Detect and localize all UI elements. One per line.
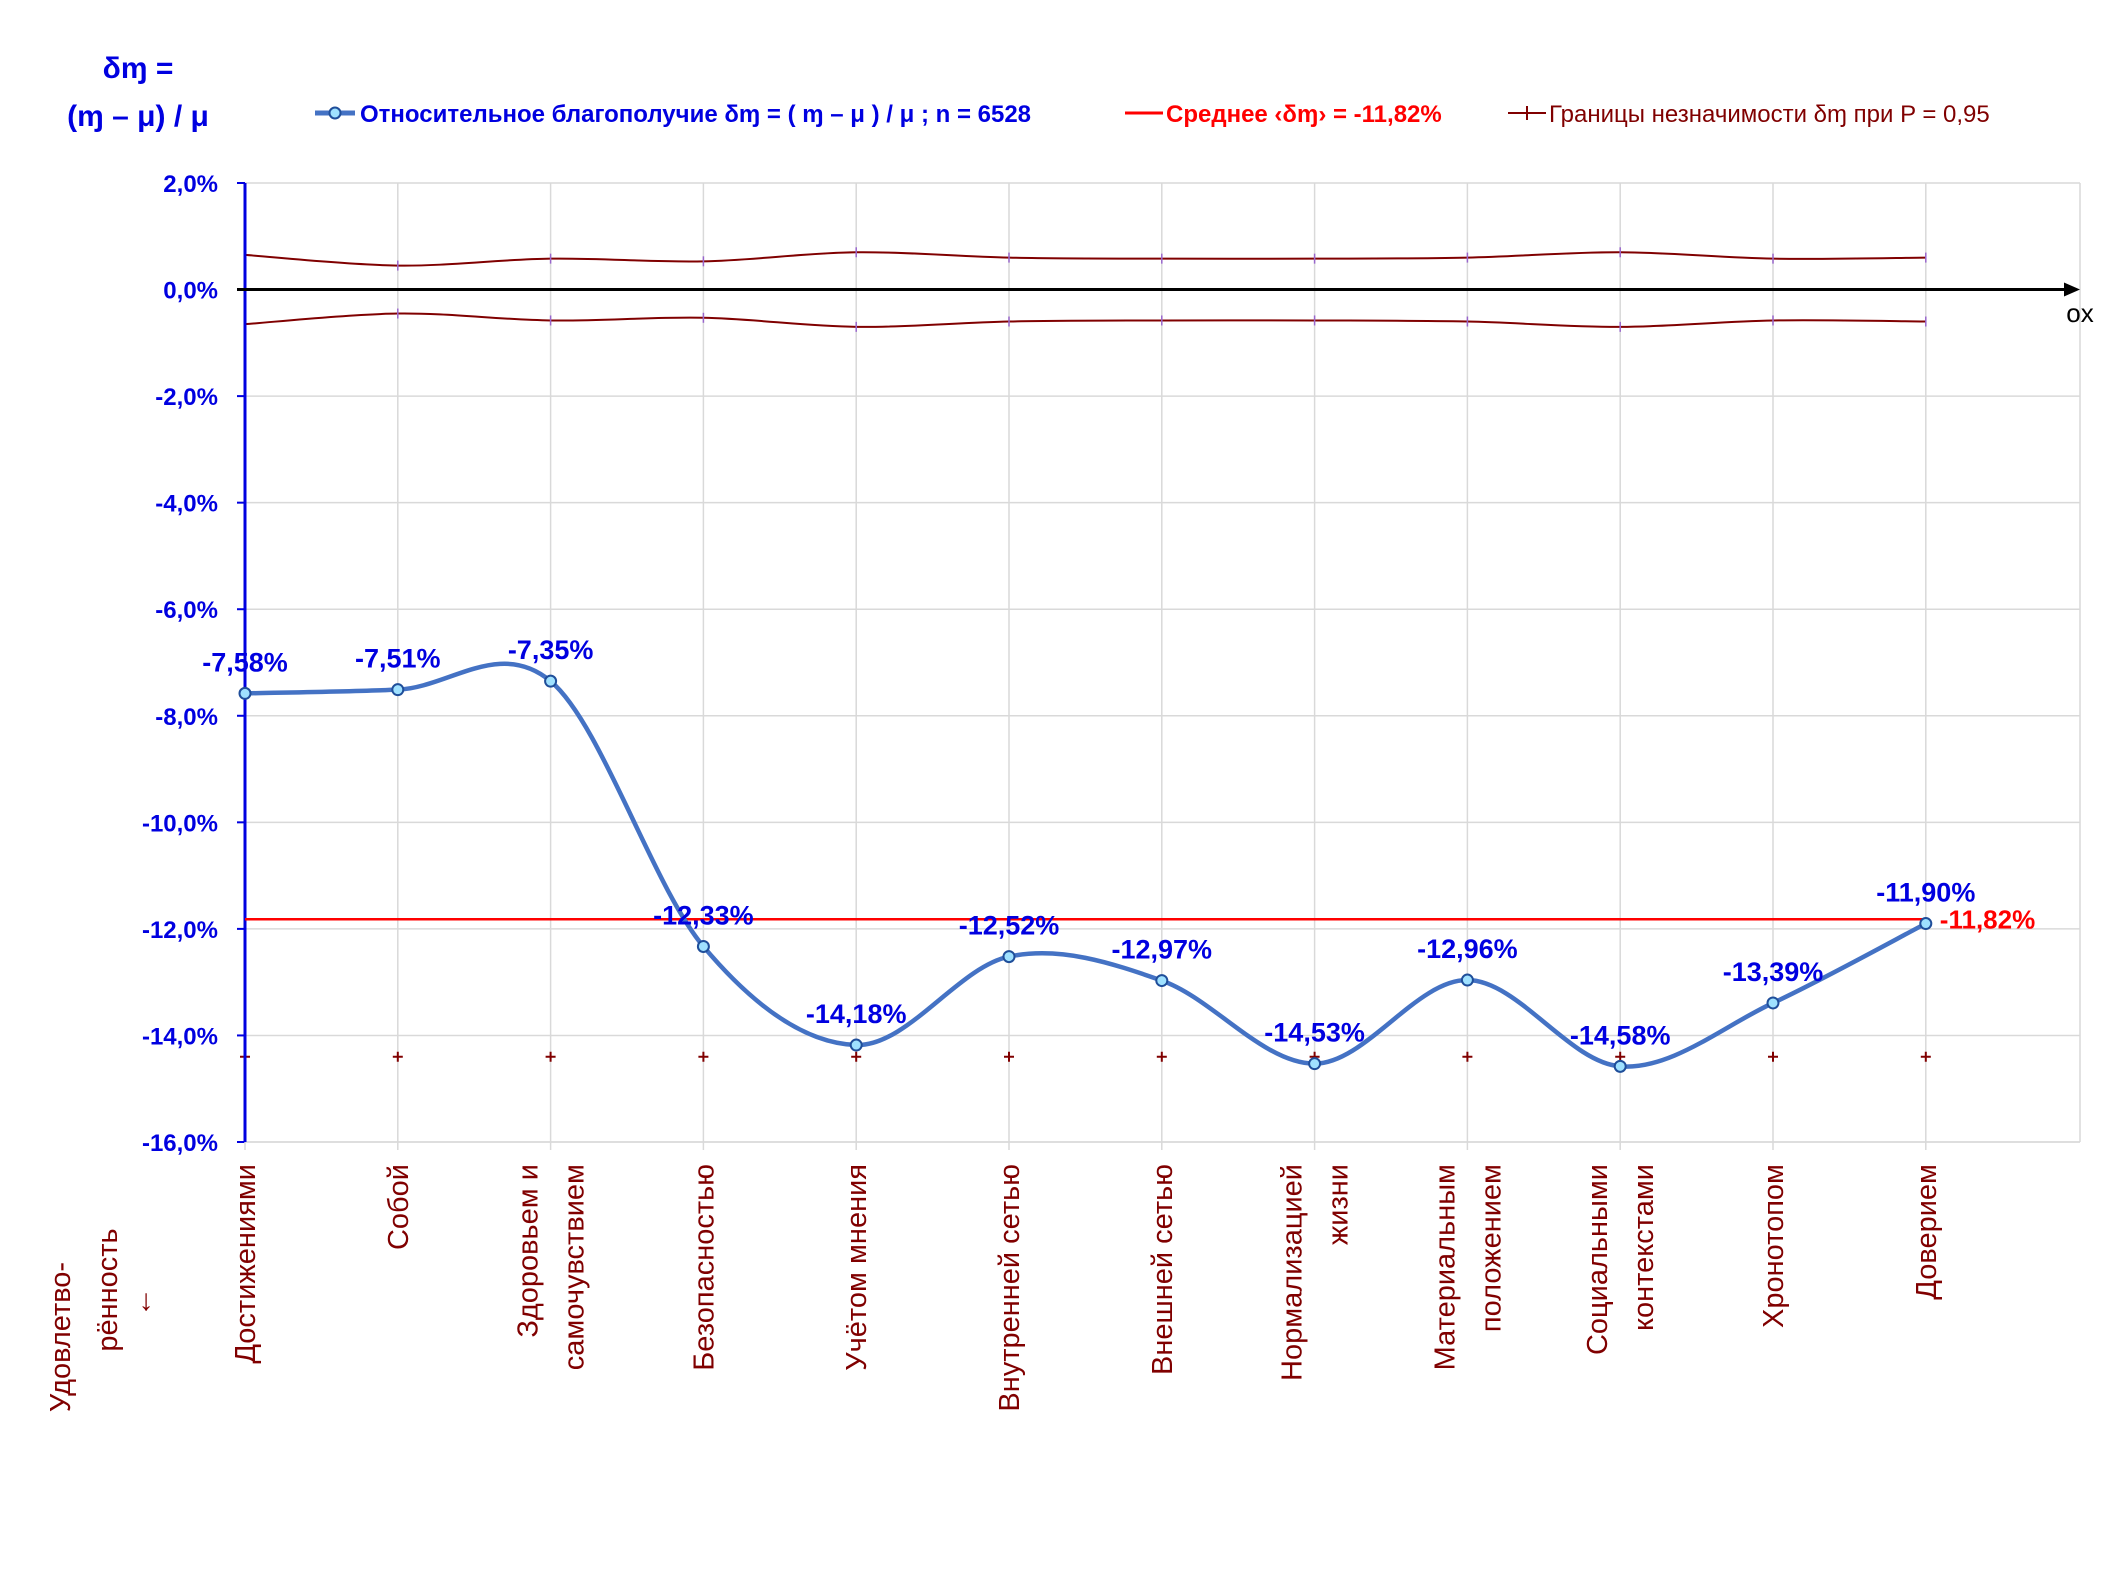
legend-item-bounds: Границы незначимости δɱ при P = 0,95 [1508,101,1990,128]
y-tick-label: -14,0% [142,1023,218,1050]
cross-marker [698,1051,709,1062]
category-axis-label-line2: рённость [92,1228,124,1351]
category-label: Учётом мнения [841,1164,873,1371]
legend: Относительное благополучие δɱ = ( ɱ – μ … [315,101,1990,128]
cross-marker [851,1051,862,1062]
category-label: положением [1475,1164,1507,1332]
main-series-point [1155,974,1169,988]
category-label: Доверием [1911,1164,1943,1300]
data-label: -12,52% [959,911,1060,941]
y-tick-label: -4,0% [155,491,218,518]
category-label: Собой [383,1164,415,1250]
insignificance-bounds [240,247,1931,1062]
data-label: -12,96% [1417,934,1518,964]
category-axis-label: Удовлетво- рённость ↓ [45,1228,154,1412]
mean-value-label: -11,82% [1940,904,2035,934]
data-label: -14,18% [806,999,907,1029]
category-label: Материальным [1429,1164,1461,1370]
y-tick-label: -2,0% [155,384,218,411]
main-series-point [1766,996,1780,1010]
y-tick-label: -6,0% [155,597,218,624]
legend-item-mean: Среднее ‹δɱ› = -11,82% [1125,101,1442,128]
data-label: -7,35% [508,635,594,665]
data-label: -14,58% [1570,1020,1671,1050]
category-label: Нормализацией [1277,1164,1309,1381]
upper-bound-line [244,251,1926,267]
cross-marker [1462,1051,1473,1062]
main-series-point [391,683,405,697]
data-label: -11,90% [1876,878,1975,908]
legend-item-main: Относительное благополучие δɱ = ( ɱ – μ … [315,101,1031,128]
main-series-point [1613,1059,1627,1073]
data-label: -14,53% [1264,1018,1365,1048]
data-label: -13,39% [1723,957,1824,987]
main-series [238,661,1933,1073]
cross-marker [392,1051,403,1062]
axes: 2,0% 0,0% -2,0% -4,0% -6,0% -8,0% -10,0% -12,0%… [142,171,2080,1412]
cross-marker [545,1051,556,1062]
data-label: -7,51% [355,644,441,674]
main-series-point [238,686,252,700]
y-tick-label: 2,0% [163,171,218,198]
y-tick-label: -16,0% [142,1130,218,1157]
category-label: самочувствием [559,1164,591,1370]
category-axis-label-line1: Удовлетво- [45,1262,77,1412]
y-tick-label: 0,0% [163,278,218,305]
category-label: Социальными [1582,1164,1614,1355]
cross-marker [1156,1051,1167,1062]
y-axis-title-line2: (ɱ – μ) / μ [67,100,209,133]
main-series-point [1919,917,1933,931]
cross-marker [1004,1051,1014,1062]
main-series-point [849,1038,863,1052]
legend-label-main: Относительное благополучие δɱ = ( ɱ – μ … [360,101,1031,128]
main-series-point [1308,1057,1322,1071]
main-series-point [1460,973,1474,987]
mean-series: -11,82% [245,904,2035,934]
category-label: жизни [1323,1164,1355,1245]
y-tick-label: -12,0% [142,917,218,944]
data-label: -12,33% [653,900,754,930]
main-series-point [544,674,558,688]
y-tick-label: -10,0% [142,810,218,837]
category-label: Хронотопом [1758,1164,1790,1328]
cross-marker [1768,1051,1778,1062]
legend-label-mean: Среднее ‹δɱ› = -11,82% [1166,101,1442,128]
category-axis-label-line3: ↓ [139,1284,154,1317]
x-axis-arrow-icon [2064,282,2080,297]
data-label: -7,58% [202,647,288,677]
y-tick-label: -8,0% [155,704,218,731]
category-label: Внутренней сетью [994,1164,1026,1412]
legend-label-bounds: Границы незначимости δɱ при P = 0,95 [1549,101,1990,128]
gridlines [245,182,2081,1143]
main-series-line [244,661,1927,1069]
x-axis-name: ox [2066,298,2093,328]
category-label: Здоровьем и [513,1164,545,1338]
y-axis-title-line1: δɱ = [103,52,174,85]
category-label: Внешней сетью [1147,1164,1179,1375]
category-label: Достижениями [230,1164,262,1364]
main-series-point [696,939,710,953]
main-series-point [1002,950,1016,964]
data-label: -12,97% [1112,935,1213,965]
category-label: Безопасностью [688,1164,720,1371]
lower-bound-line [244,312,1926,328]
labels: -7,58% -7,51% -7,35% -12,33% -14,18% -12,52% -… [202,635,1975,1050]
category-label: контекстами [1628,1164,1660,1331]
cross-marker [1920,1051,1931,1062]
